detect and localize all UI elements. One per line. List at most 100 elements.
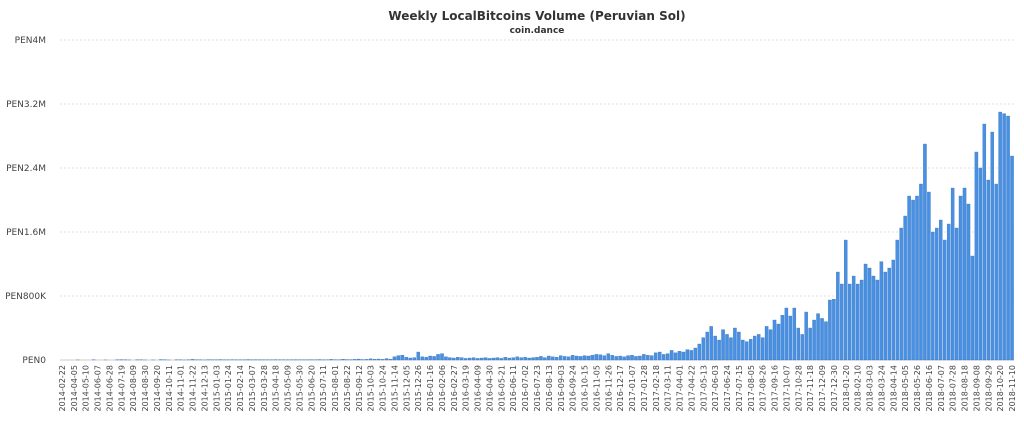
bar: [432, 356, 435, 360]
bar: [983, 124, 986, 360]
x-tick-label: 2016-09-24: [569, 365, 578, 412]
bar: [623, 357, 626, 360]
x-tick-label: 2018-10-20: [996, 365, 1005, 412]
bar: [413, 358, 416, 360]
bar: [547, 356, 550, 360]
x-tick-label: 2018-09-08: [972, 365, 981, 412]
x-tick-label: 2017-06-24: [723, 365, 732, 412]
x-tick-label: 2017-04-22: [687, 365, 696, 412]
x-tick-label: 2016-04-09: [474, 365, 483, 412]
x-tick-label: 2017-08-26: [759, 365, 768, 412]
bar: [809, 328, 812, 360]
x-tick-label: 2014-11-01: [177, 365, 186, 412]
bar: [579, 356, 582, 360]
bar: [654, 353, 657, 360]
bar: [975, 152, 978, 360]
bar: [638, 356, 641, 360]
x-tick-label: 2017-02-18: [652, 365, 661, 412]
bar: [615, 356, 618, 360]
bar: [896, 240, 899, 360]
x-tick-label: 2014-08-09: [129, 365, 138, 412]
x-tick-label: 2015-12-05: [402, 365, 411, 412]
bar: [718, 340, 721, 360]
bar: [773, 320, 776, 360]
bar: [959, 196, 962, 360]
bar: [520, 358, 523, 360]
bar: [884, 272, 887, 360]
bar: [504, 357, 507, 360]
x-tick-label: 2016-07-23: [533, 365, 542, 412]
x-tick-label: 2018-07-07: [937, 365, 946, 412]
bar: [979, 168, 982, 360]
y-tick-label: PEN4M: [15, 36, 46, 46]
bar: [567, 357, 570, 360]
bar: [555, 357, 558, 360]
x-tick-label: 2016-03-19: [462, 365, 471, 412]
bar: [908, 196, 911, 360]
bar: [710, 326, 713, 360]
x-tick-label: 2017-08-05: [747, 365, 756, 412]
x-tick-label: 2016-09-03: [557, 365, 566, 412]
bar: [880, 262, 883, 360]
bar: [444, 357, 447, 360]
bar: [856, 284, 859, 360]
x-tick-label: 2015-12-26: [414, 365, 423, 412]
bar: [425, 357, 428, 360]
x-tick-label: 2016-02-27: [450, 365, 459, 412]
bar: [341, 359, 344, 360]
bar: [583, 356, 586, 360]
x-tick-label: 2017-10-28: [794, 365, 803, 412]
bar: [904, 216, 907, 360]
bar: [401, 355, 404, 360]
bar: [682, 352, 685, 360]
chart-title: Weekly LocalBitcoins Volume (Peruvian So…: [388, 9, 685, 23]
bar: [650, 356, 653, 360]
bar: [793, 308, 796, 360]
bar: [508, 358, 511, 360]
x-tick-label: 2018-03-03: [866, 365, 875, 412]
y-tick-label: PEN0: [22, 356, 46, 366]
x-tick-label: 2015-02-14: [236, 365, 245, 412]
bar: [1003, 114, 1006, 360]
bar: [476, 358, 479, 360]
x-tick-label: 2017-07-15: [735, 365, 744, 412]
bar: [531, 358, 534, 360]
bar: [753, 336, 756, 360]
bar: [626, 356, 629, 360]
bar: [448, 358, 451, 360]
bar: [725, 334, 728, 360]
x-tick-label: 2014-12-13: [200, 365, 209, 412]
bar: [876, 280, 879, 360]
x-tick-label: 2017-12-30: [830, 365, 839, 412]
x-tick-label: 2018-09-29: [984, 365, 993, 412]
bar: [971, 256, 974, 360]
bar: [749, 339, 752, 360]
bar: [436, 354, 439, 360]
bar: [852, 276, 855, 360]
bar: [492, 358, 495, 360]
x-tick-label: 2015-11-14: [390, 365, 399, 412]
bar: [947, 224, 950, 360]
bar: [860, 280, 863, 360]
bar: [694, 348, 697, 360]
bar: [931, 232, 934, 360]
bar: [496, 358, 499, 360]
bar: [848, 284, 851, 360]
bar: [674, 353, 677, 360]
x-tick-label: 2016-05-21: [497, 365, 506, 412]
bar: [995, 184, 998, 360]
bar: [769, 330, 772, 360]
bar: [630, 355, 633, 360]
bar: [468, 358, 471, 360]
bar: [488, 358, 491, 360]
bar: [611, 355, 614, 360]
bar: [571, 355, 574, 360]
bar: [543, 358, 546, 360]
bar: [527, 358, 530, 360]
bar: [460, 358, 463, 360]
x-tick-label: 2016-12-17: [616, 365, 625, 412]
bar: [373, 359, 376, 360]
x-tick-label: 2018-07-28: [949, 365, 958, 412]
bar: [678, 351, 681, 360]
